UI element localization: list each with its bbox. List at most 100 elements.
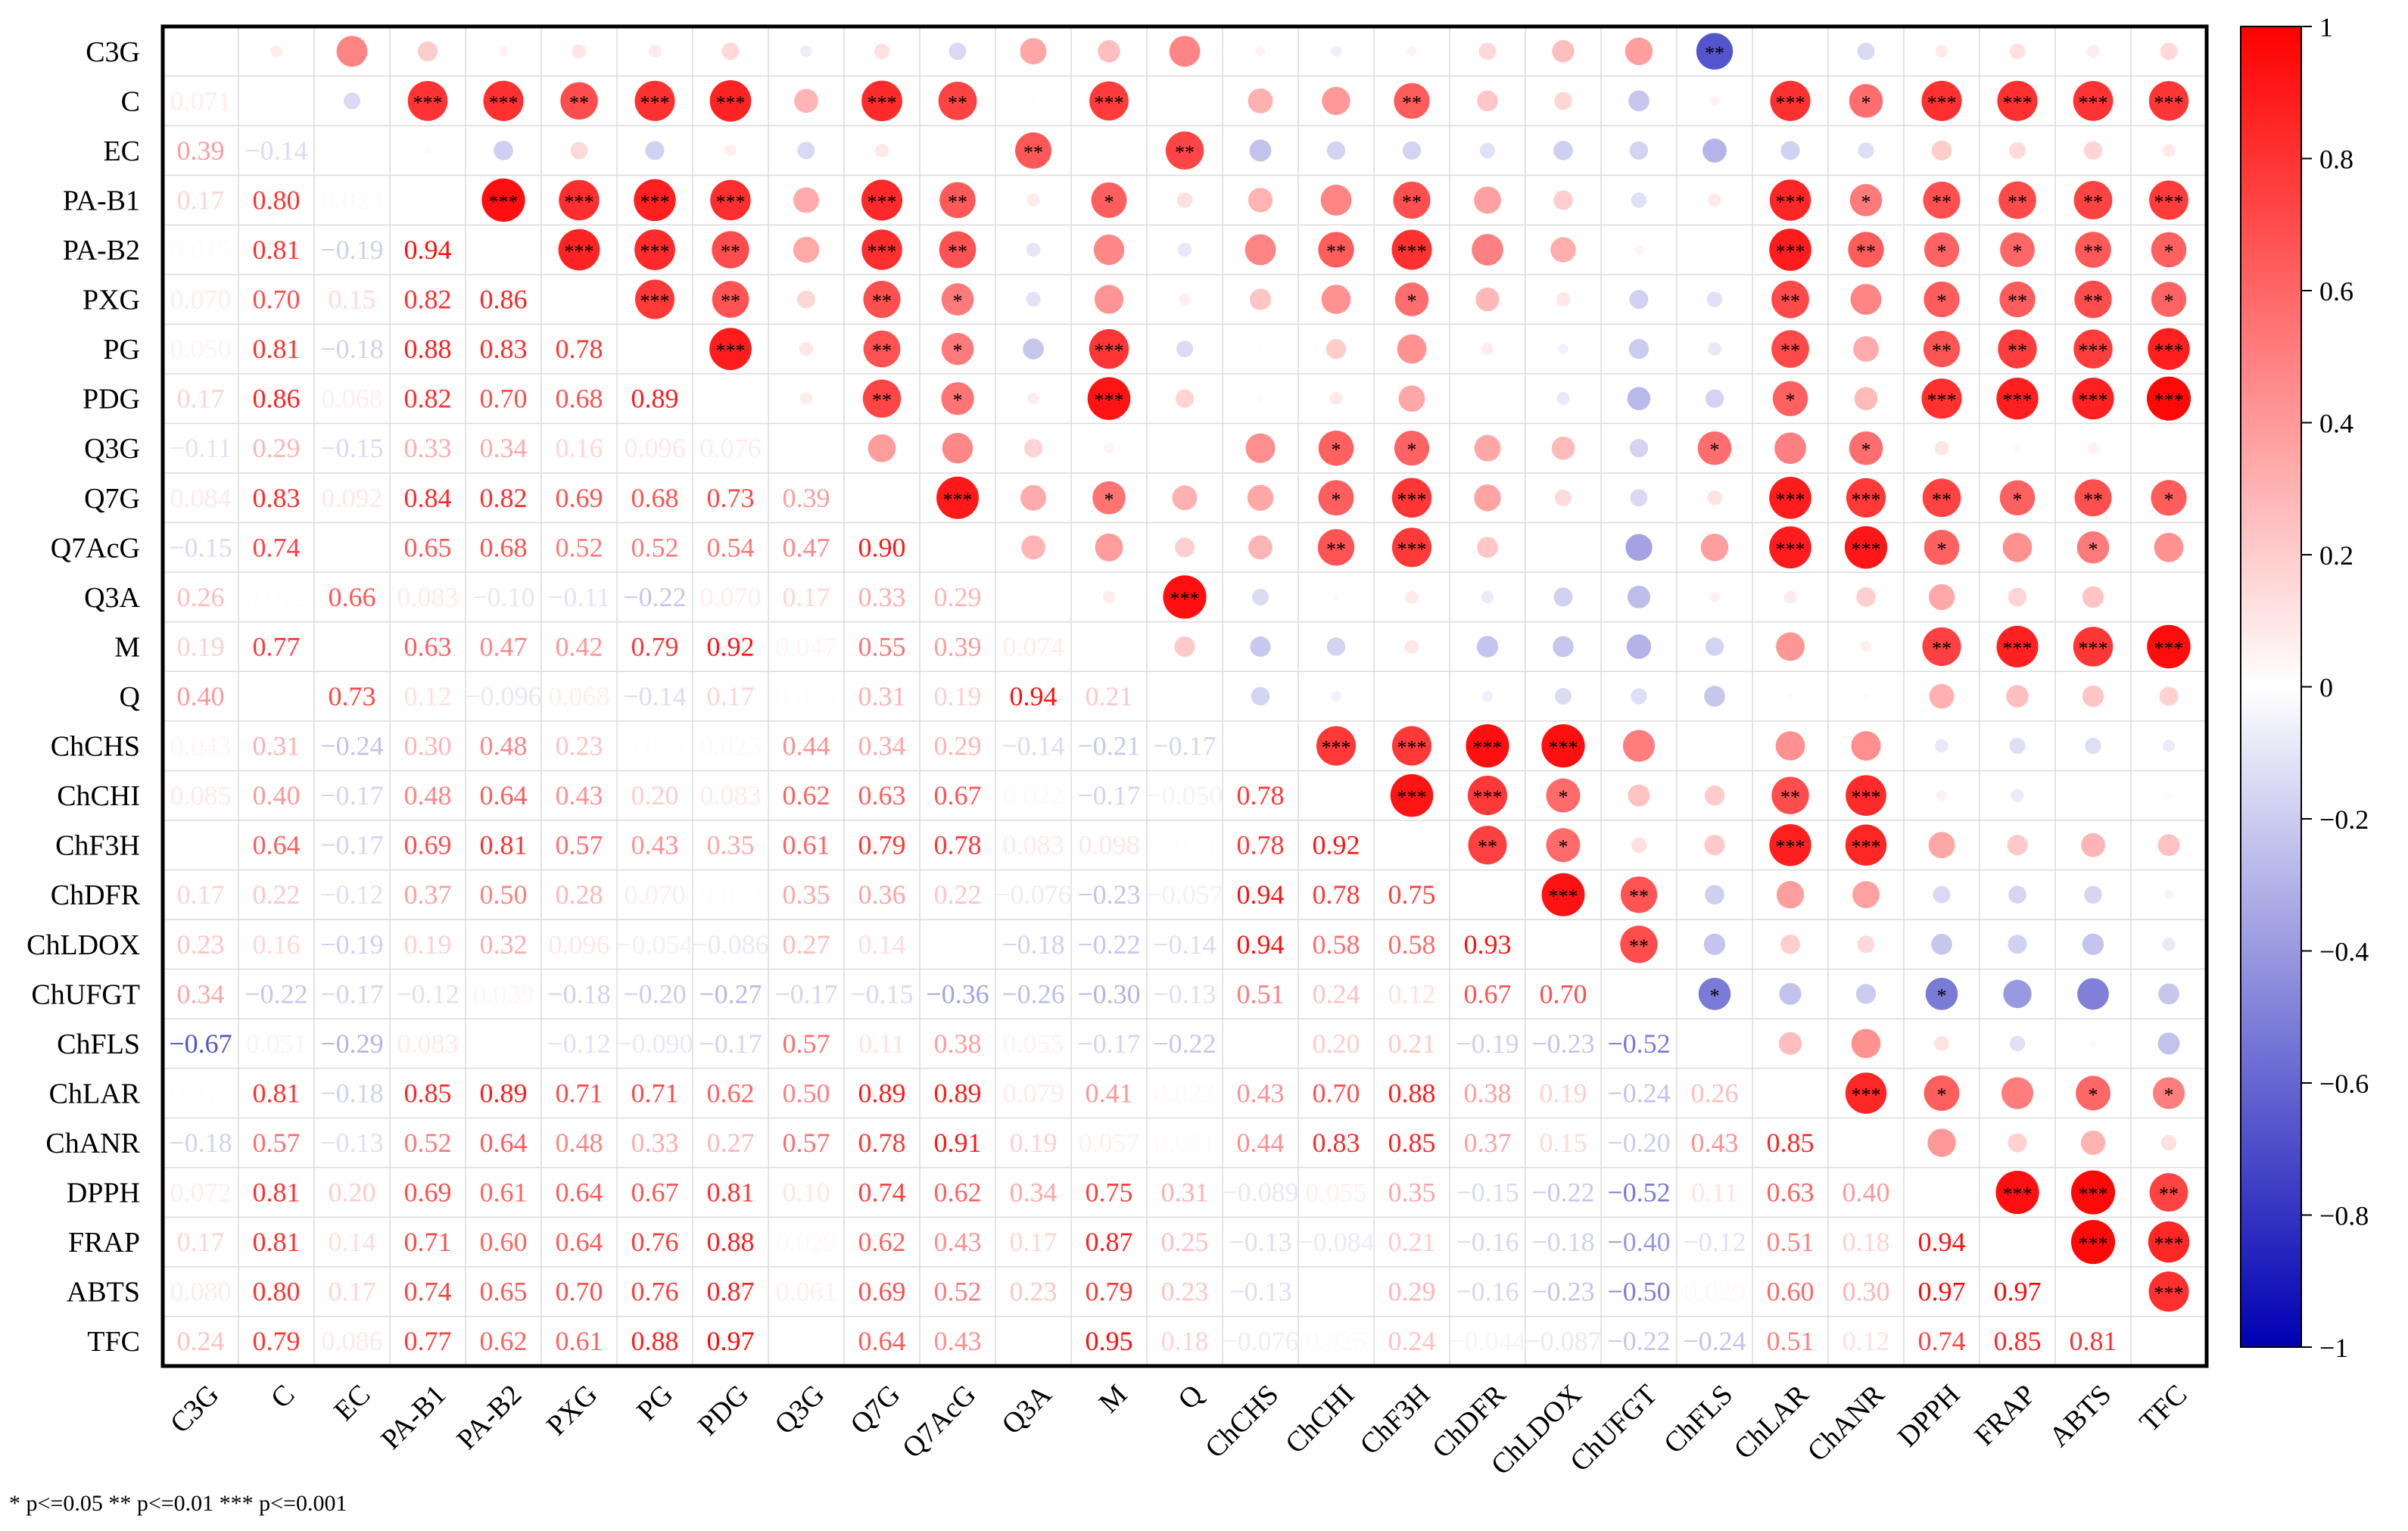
correlation-circle <box>1175 537 1195 558</box>
significance-stars: *** <box>716 340 746 362</box>
significance-stars: *** <box>2003 637 2033 659</box>
significance-stars: ** <box>948 92 967 114</box>
correlation-circle <box>1251 588 1269 605</box>
correlation-value-label: −0.14 <box>1002 731 1064 761</box>
significance-stars: *** <box>1927 390 1957 412</box>
correlation-circle <box>941 381 974 415</box>
correlation-circle <box>1102 590 1116 603</box>
correlation-value-label: 0.11 <box>1691 1178 1738 1208</box>
correlation-circle <box>1707 490 1722 506</box>
correlation-value-label: −0.22 <box>1531 1178 1594 1208</box>
correlation-value-label: 0.51 <box>1767 1227 1815 1257</box>
correlation-circle <box>709 79 752 122</box>
correlation-circle <box>2006 685 2029 708</box>
correlation-circle <box>2084 885 2102 904</box>
significance-stars: *** <box>2154 1233 2184 1255</box>
correlation-circle <box>1849 84 1883 118</box>
row-label: PA-B1 <box>63 185 140 216</box>
correlation-value-label: 0.50 <box>480 879 528 910</box>
correlation-value-label: 0.096 <box>549 929 610 960</box>
correlation-value-label: 0.35 <box>783 879 830 910</box>
correlation-circle <box>1021 535 1045 560</box>
correlation-value-label: 0.69 <box>404 1178 452 1208</box>
correlation-value-label: 0.022 <box>1154 1078 1216 1108</box>
correlation-value-label: −0.054 <box>616 929 693 960</box>
significance-stars: *** <box>868 191 897 213</box>
correlation-value-label: −0.40 <box>1607 1227 1670 1257</box>
column-label: EC <box>328 1379 376 1427</box>
correlation-circle <box>2009 737 2026 755</box>
correlation-circle <box>1631 837 1647 853</box>
correlation-value-label: −0.087 <box>1525 1326 1601 1356</box>
correlation-value-label: 0.043 <box>170 731 232 761</box>
correlation-value-label: 0.25 <box>1161 1227 1209 1257</box>
correlation-value-label: 0.66 <box>329 582 376 612</box>
significance-stars: * <box>2089 538 2098 560</box>
correlation-value-label: −0.14 <box>623 681 686 711</box>
row-label: Q7AcG <box>51 532 140 564</box>
correlation-circle <box>1851 1028 1881 1059</box>
correlation-circle <box>2087 442 2099 454</box>
correlation-circle <box>1923 330 1961 368</box>
row-label: Q7G <box>84 483 140 515</box>
colorbar-tick-label: 0.8 <box>2319 145 2353 175</box>
correlation-circle <box>1849 431 1883 465</box>
column-label: FRAP <box>1968 1379 2042 1452</box>
significance-stars: ** <box>872 340 892 362</box>
correlation-value-label: 0.013 <box>625 731 686 761</box>
colorbar-tick-label: −0.6 <box>2319 1069 2369 1099</box>
column-label: DPPH <box>1892 1379 1966 1453</box>
significance-stars: *** <box>1852 786 1881 808</box>
correlation-value-label: −0.13 <box>320 1128 383 1158</box>
significance-stars: * <box>1407 439 1417 461</box>
correlation-value-label: 0.34 <box>858 731 906 761</box>
correlation-value-label: 0.10 <box>783 1178 830 1208</box>
correlation-circle <box>1554 92 1572 110</box>
correlation-value-label: 0.75 <box>1388 879 1436 910</box>
column-label: ChF3H <box>1354 1379 1437 1461</box>
correlation-circle <box>1481 590 1494 604</box>
correlation-circle <box>2009 1035 2026 1052</box>
correlation-circle <box>1179 293 1191 306</box>
significance-stars: ** <box>1780 786 1800 808</box>
correlation-value-label: 0.34 <box>480 433 528 463</box>
significance-stars: ** <box>1023 142 1043 163</box>
correlation-value-label: 0.63 <box>1767 1178 1815 1208</box>
correlation-circle <box>2162 739 2176 752</box>
correlation-value-label: 0.40 <box>253 780 301 811</box>
significance-stars: * <box>1861 439 1871 461</box>
correlation-circle <box>799 392 813 405</box>
correlation-circle <box>2008 935 2027 954</box>
correlation-value-label: 0.37 <box>404 879 452 910</box>
correlation-circle <box>1245 433 1276 463</box>
correlation-circle <box>1091 182 1127 218</box>
correlation-circle <box>1023 338 1044 359</box>
correlation-value-label: −0.17 <box>774 979 837 1009</box>
correlation-circle <box>1318 430 1354 466</box>
correlation-circle <box>1999 480 2036 516</box>
correlation-circle <box>1929 683 1955 709</box>
correlation-circle <box>1248 88 1273 114</box>
correlation-value-label: 0.69 <box>404 830 452 860</box>
significance-stars: *** <box>2003 390 2033 412</box>
correlation-value-label: −0.18 <box>547 979 610 1009</box>
row-label: PG <box>103 334 140 366</box>
column-label: ChCHI <box>1279 1379 1360 1460</box>
correlation-circle <box>2157 834 2180 857</box>
correlation-value-label: 0.28 <box>556 879 603 910</box>
significance-stars: ** <box>948 241 967 263</box>
correlation-value-label: −0.17 <box>1077 1028 1140 1059</box>
correlation-circle <box>1931 140 1952 161</box>
correlation-value-label: 0.79 <box>631 631 679 661</box>
grid <box>163 26 2207 1366</box>
significance-stars: *** <box>1776 241 1805 263</box>
correlation-circle <box>1925 978 1958 1010</box>
row-label: ChANR <box>45 1128 140 1159</box>
correlation-value-label: 0.29 <box>253 433 301 463</box>
correlation-value-label: 0.94 <box>1918 1227 1966 1257</box>
correlation-value-label: −0.15 <box>1456 1178 1519 1208</box>
significance-stars: *** <box>489 191 519 213</box>
correlation-value-label: 0.61 <box>480 1178 528 1208</box>
significance-stars: * <box>953 390 963 412</box>
correlation-circle <box>1857 935 1875 954</box>
